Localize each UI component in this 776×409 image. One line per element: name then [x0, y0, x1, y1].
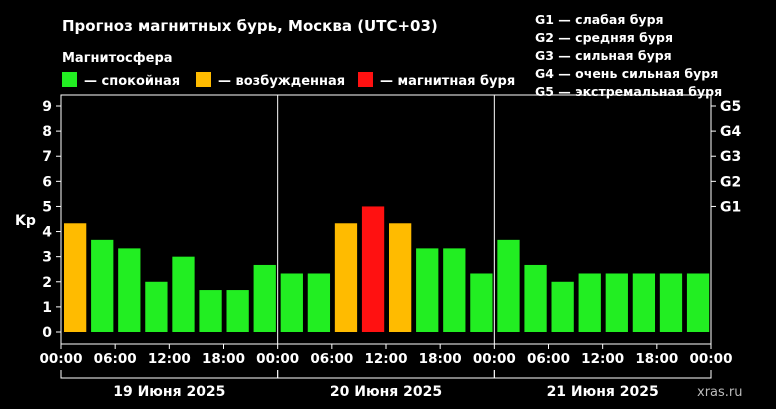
storm-scale-item-4: G5 — экстремальная буря	[535, 84, 722, 99]
x-tick-label-6: 12:00	[365, 351, 408, 367]
x-tick-label-5: 06:00	[310, 351, 353, 367]
y-tick-label-2: 2	[42, 275, 52, 291]
day-bracket-1	[277, 370, 495, 379]
bar	[253, 264, 276, 332]
day-label-0: 19 Июня 2025	[113, 384, 225, 400]
bar	[443, 248, 466, 332]
watermark: xras.ru	[697, 385, 743, 400]
legend-label-2: — магнитная буря	[380, 74, 515, 89]
storm-scale-item-3: G4 — очень сильная буря	[535, 66, 718, 81]
bar	[470, 273, 493, 332]
storm-scale-item-0: G1 — слабая буря	[535, 12, 664, 27]
legend: — спокойная — возбужденная — магнитная бур…	[62, 72, 515, 89]
bar	[91, 239, 114, 332]
bar	[497, 239, 520, 332]
x-tick-label-2: 12:00	[148, 351, 191, 367]
bar	[226, 290, 249, 332]
bar	[632, 273, 656, 332]
legend-swatch-2	[358, 72, 373, 87]
y-tick-label-6: 6	[42, 174, 52, 190]
storm-scale-legend: G1 — слабая буря G2 — средняя буря G3 — си…	[535, 12, 722, 99]
y-tick-label-9: 9	[42, 99, 52, 115]
storm-scale-item-1: G2 — средняя буря	[535, 30, 673, 45]
day-label-1: 20 Июня 2025	[330, 384, 442, 400]
y-axis-label: Kp	[15, 213, 36, 229]
legend-swatch-1	[196, 72, 211, 87]
g-tick-label-G5: G5	[720, 99, 741, 115]
x-tick-label-1: 06:00	[94, 351, 137, 367]
y-tick-label-3: 3	[42, 250, 52, 266]
y-tick-label-8: 8	[42, 124, 52, 140]
day-bracket-0	[60, 370, 279, 379]
bar	[145, 281, 168, 332]
bar	[64, 223, 87, 332]
g-tick-label-G4: G4	[720, 124, 741, 140]
bar	[118, 248, 141, 332]
bar	[172, 256, 195, 332]
y-tick-label-5: 5	[42, 199, 52, 215]
y-tick-label-7: 7	[42, 149, 52, 165]
bar	[199, 290, 222, 332]
chart-title: Прогноз магнитных бурь, Москва (UTC+03)	[62, 17, 438, 35]
bar	[361, 206, 385, 332]
x-tick-label-12: 00:00	[690, 351, 733, 367]
bar	[524, 264, 547, 332]
x-tick-label-11: 18:00	[635, 351, 678, 367]
bar	[334, 223, 358, 332]
bar	[280, 273, 303, 332]
bar	[389, 223, 412, 332]
bar	[307, 273, 331, 332]
bar	[605, 273, 628, 332]
bar	[551, 281, 574, 332]
legend-swatch-0	[62, 72, 77, 87]
legend-title: Магнитосфера	[62, 51, 173, 66]
y-tick-label-4: 4	[42, 225, 52, 241]
bar	[686, 273, 710, 332]
y-tick-label-1: 1	[42, 300, 52, 316]
g-tick-label-G1: G1	[720, 199, 741, 215]
storm-scale-item-2: G3 — сильная буря	[535, 48, 672, 63]
bar	[659, 273, 683, 332]
g-tick-label-G3: G3	[720, 149, 741, 165]
g-tick-label-G2: G2	[720, 174, 741, 190]
x-tick-label-9: 06:00	[527, 351, 570, 367]
x-tick-label-4: 00:00	[256, 351, 299, 367]
x-tick-label-3: 18:00	[202, 351, 245, 367]
x-tick-label-0: 00:00	[40, 351, 83, 367]
day-label-2: 21 Июня 2025	[547, 384, 659, 400]
legend-label-1: — возбужденная	[218, 74, 345, 89]
bar	[416, 248, 439, 332]
x-tick-label-10: 12:00	[581, 351, 624, 367]
plot-area: 0 1 2 3 4 5 6 7 8 9 G1 G2 G3 G4 G5 00:00 06:00 12:00 18:00…	[40, 94, 741, 400]
x-tick-label-8: 00:00	[473, 351, 516, 367]
bar	[578, 273, 601, 332]
x-tick-label-7: 18:00	[419, 351, 462, 367]
y-tick-label-0: 0	[42, 325, 52, 341]
legend-label-0: — спокойная	[84, 74, 180, 89]
day-bracket-2	[493, 370, 712, 379]
